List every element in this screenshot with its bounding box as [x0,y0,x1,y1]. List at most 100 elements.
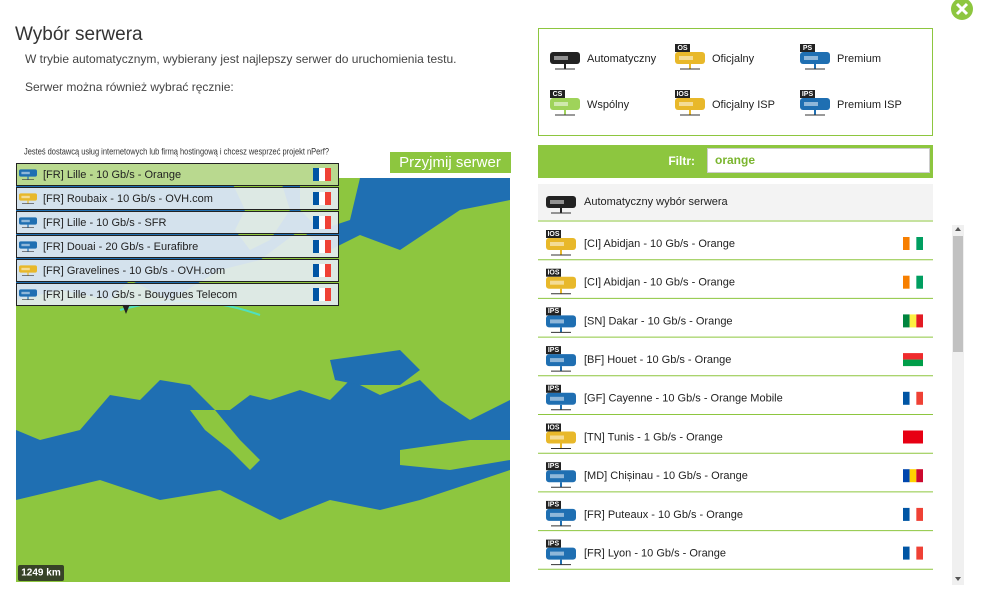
server-item[interactable]: IPS [FR] Puteaux - 10 Gb/s - Orange [538,491,933,527]
item-label: [TN] Tunis - 1 Gb/s - Orange [584,431,723,443]
badge [550,90,565,98]
scrollbar[interactable] [952,225,964,585]
flag-stripe [325,216,331,229]
server-item[interactable]: IOS [TN] Tunis - 1 Gb/s - Orange [538,414,933,449]
item-bg [16,187,339,210]
legend-item: Automatyczny [550,52,657,70]
legend-label: Automatyczny [587,53,657,65]
server-icon: CS [550,90,580,116]
item-label: [FR] Lyon - 10 Gb/s - Orange [584,548,726,560]
map-server-item[interactable]: [FR] Lille - 10 Gb/s - Bouygues Telecom [16,283,339,306]
server-slot [550,358,564,363]
filter-value: orange [715,153,755,167]
server-icon: IPS [546,500,576,527]
server-item[interactable]: IOS [CI] Abidjan - 10 Gb/s - Orange [538,259,933,295]
server-slot [550,319,564,324]
flag [313,168,331,181]
server-icon: IPS [546,539,576,566]
flag-stripe [909,391,917,405]
badge [546,307,561,316]
server-slot [21,195,30,199]
flag [903,546,923,560]
manual-hint: Serwer można również wybrać ręcznie: [25,80,234,94]
prompt: Jesteś dostawcą usług internetowych lub … [24,146,329,156]
server-item[interactable]: IPS [FR] Lyon - 10 Gb/s - Orange [538,530,933,566]
accept-server-button[interactable]: Przyjmij serwer [390,152,511,173]
server-icon: IOS [546,423,576,449]
flag-stripe [909,314,917,328]
item-label: [CI] Abidjan - 10 Gb/s - Orange [584,238,735,250]
badge-label: IOS [547,231,559,238]
server-icon: PS [800,44,830,70]
legend-label: Oficjalny ISP [712,99,775,111]
badge-label: CS [553,91,563,98]
flag-stripe [319,216,325,229]
flag-stripe [319,264,325,277]
icon [19,265,37,276]
map[interactable]: 1249 km [16,178,510,582]
server-item[interactable]: IPS [SN] Dakar - 10 Gb/s - Orange [538,297,933,333]
flag [313,264,331,277]
close-button[interactable] [951,0,973,20]
server-slot [554,102,568,106]
badge-label: IPS [548,540,560,547]
flag-stripe [916,469,923,483]
server-slot [550,435,564,440]
map-server-item[interactable]: [FR] Roubaix - 10 Gb/s - OVH.com [16,187,339,210]
legend-box [538,28,933,136]
flag [903,237,923,250]
flag-stripe [909,469,917,483]
item-label: [FR] Lille - 10 Gb/s - Bouygues Telecom [43,289,237,301]
item-bg [16,259,339,282]
badge [546,539,561,548]
server-slot [804,56,818,60]
server-slot [550,551,564,556]
legend-item: IOS Oficjalny ISP [675,90,775,116]
flag-stripe [903,391,910,405]
flag-stripe [313,168,319,181]
badge [546,423,561,432]
map-server-item[interactable]: [FR] Gravelines - 10 Gb/s - OVH.com [16,259,339,282]
flag-stripe [313,264,319,277]
map-server-item[interactable]: [FR] Douai - 20 Gb/s - Eurafibre [16,235,339,258]
flag [903,430,923,444]
flag [903,507,923,521]
server-icon [19,265,37,276]
server-item[interactable]: IPS [GF] Cayenne - 10 Gb/s - Orange Mobil… [538,375,933,411]
legend-label: Premium ISP [837,99,902,111]
server-item[interactable]: IOS [CI] Abidjan - 10 Gb/s - Orange [538,220,933,256]
flag-stripe [903,507,910,521]
item-bg [538,184,933,220]
filter-label: Filtr: [668,154,695,168]
icon [19,193,37,204]
map-server-item[interactable]: [FR] Lille - 10 Gb/s - SFR [16,211,339,234]
server-icon: IOS [546,230,576,256]
filter-input[interactable]: orange [707,148,930,173]
legend-item: PS Premium [800,44,881,70]
badge [800,44,815,52]
flag-stripe [903,430,923,444]
flag-stripe [325,240,331,253]
flag-stripe [916,546,923,560]
flag-stripe [909,546,917,560]
flag-stripe [325,192,331,205]
flag-stripe [313,216,319,229]
item-label: Automatyczny wybór serwera [584,196,729,208]
legend-label: Oficjalny [712,53,755,65]
legend-label: Wspólny [587,99,630,111]
server-slot [550,474,564,479]
flag-stripe [916,275,923,289]
flag-stripe [916,391,923,405]
flag-stripe [909,507,917,521]
auto-item[interactable]: Automatyczny wybór serwera [538,184,933,220]
server-item[interactable]: IPS [BF] Houet - 10 Gb/s - Orange [538,336,933,372]
item-label: [FR] Gravelines - 10 Gb/s - OVH.com [43,265,225,277]
map-server-item[interactable]: [FR] Lille - 10 Gb/s - Orange [16,163,339,186]
icon [19,241,37,252]
server-item[interactable]: IPS [MD] Chișinau - 10 Gb/s - Orange [538,452,933,488]
flag-stripe [903,275,910,289]
badge [546,462,561,471]
badge [675,90,690,98]
